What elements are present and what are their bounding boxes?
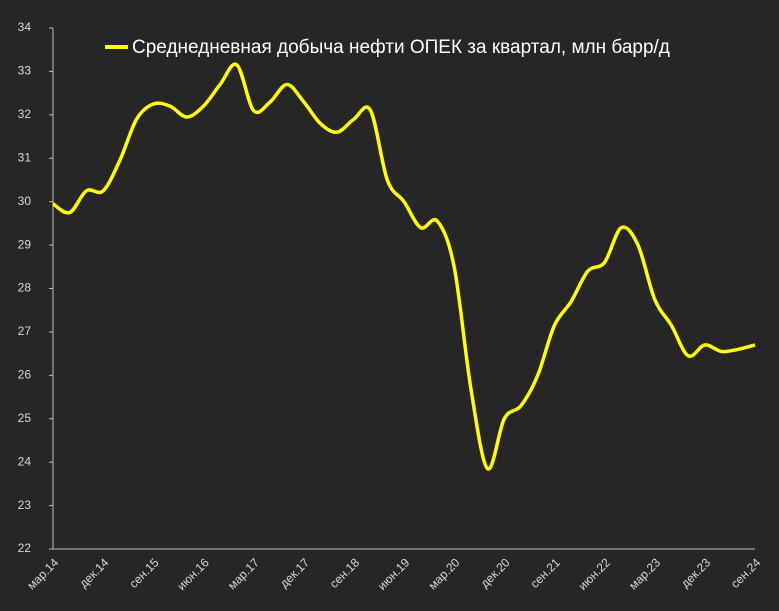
y-tick-label: 32 (18, 107, 32, 121)
y-tick-label: 29 (18, 237, 32, 251)
y-tick-label: 30 (18, 194, 32, 208)
y-tick-label: 26 (18, 368, 32, 382)
y-tick-label: 28 (18, 281, 32, 295)
y-tick-label: 33 (18, 64, 32, 78)
legend-label: Среднедневная добыча нефти ОПЕК за кварт… (132, 37, 670, 58)
y-tick-label: 23 (18, 498, 32, 512)
y-tick-label: 25 (18, 411, 32, 425)
y-tick-label: 22 (18, 541, 32, 555)
y-tick-label: 24 (18, 454, 32, 468)
series-line (52, 62, 756, 471)
y-tick-label: 31 (18, 150, 32, 164)
y-tick-label: 34 (18, 20, 32, 34)
y-tick-label: 27 (18, 324, 32, 338)
